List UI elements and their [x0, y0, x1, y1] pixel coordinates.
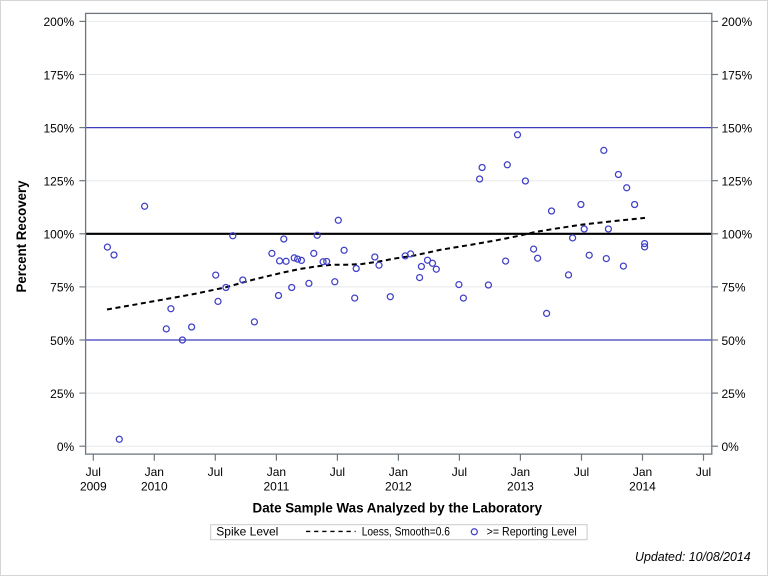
svg-text:100%: 100% [43, 228, 74, 242]
svg-text:0%: 0% [722, 440, 740, 454]
svg-text:Jul: Jul [330, 465, 345, 479]
svg-text:150%: 150% [43, 121, 74, 135]
svg-text:Jan: Jan [633, 465, 652, 479]
svg-text:Jul: Jul [452, 465, 467, 479]
svg-text:Jan: Jan [389, 465, 408, 479]
svg-text:Loess, Smooth=0.6: Loess, Smooth=0.6 [362, 525, 450, 539]
svg-text:Jul: Jul [86, 465, 101, 479]
svg-text:2010: 2010 [141, 480, 168, 494]
svg-text:Spike Level: Spike Level [216, 525, 278, 539]
svg-text:25%: 25% [722, 387, 746, 401]
svg-text:0%: 0% [57, 440, 75, 454]
svg-text:200%: 200% [43, 15, 74, 29]
svg-text:175%: 175% [43, 68, 74, 82]
svg-text:25%: 25% [50, 387, 74, 401]
svg-text:125%: 125% [722, 175, 753, 189]
svg-text:2014: 2014 [629, 480, 656, 494]
svg-text:Jan: Jan [145, 465, 164, 479]
svg-text:Date Sample Was Analyzed by th: Date Sample Was Analyzed by the Laborato… [253, 500, 543, 516]
svg-text:2009: 2009 [80, 480, 107, 494]
svg-text:175%: 175% [722, 68, 753, 82]
svg-text:2012: 2012 [385, 480, 412, 494]
svg-text:Percent Recovery: Percent Recovery [13, 180, 29, 292]
svg-text:75%: 75% [722, 281, 746, 295]
svg-text:150%: 150% [722, 121, 753, 135]
svg-text:50%: 50% [722, 334, 746, 348]
svg-text:100%: 100% [722, 228, 753, 242]
svg-text:2011: 2011 [263, 480, 289, 494]
svg-text:2013: 2013 [507, 480, 534, 494]
svg-text:Updated: 10/08/2014: Updated: 10/08/2014 [635, 549, 751, 564]
svg-text:Jul: Jul [208, 465, 223, 479]
svg-text:75%: 75% [50, 281, 74, 295]
svg-text:200%: 200% [722, 15, 753, 29]
svg-text:50%: 50% [50, 334, 74, 348]
svg-text:125%: 125% [43, 175, 74, 189]
svg-text:Jul: Jul [574, 465, 589, 479]
svg-text:>= Reporting Level: >= Reporting Level [487, 525, 577, 539]
svg-text:Jan: Jan [511, 465, 530, 479]
svg-text:Jan: Jan [267, 465, 286, 479]
svg-text:Jul: Jul [696, 465, 711, 479]
